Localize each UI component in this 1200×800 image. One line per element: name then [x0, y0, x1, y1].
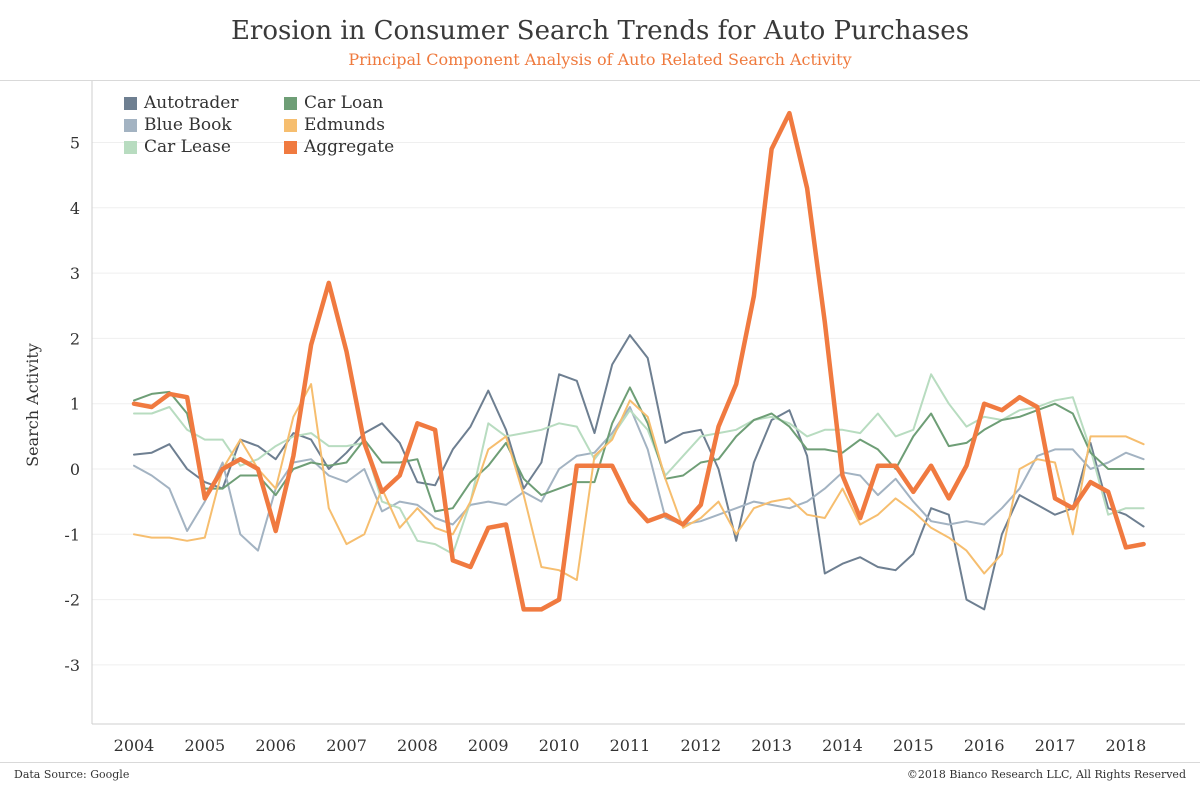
- x-tick-label: 2004: [114, 736, 155, 755]
- legend-item-aggregate: Aggregate: [284, 137, 394, 157]
- series-line-blue-book: [133, 406, 1145, 552]
- y-tick-label: -1: [64, 525, 80, 544]
- series-line-autotrader: [133, 334, 1145, 611]
- y-tick-label: 3: [70, 264, 80, 283]
- y-tick-label: 4: [70, 199, 80, 218]
- x-tick-label: 2012: [680, 736, 721, 755]
- series-line-aggregate: [131, 110, 1146, 612]
- y-tick-label: -3: [64, 656, 80, 675]
- x-tick-label: 2008: [397, 736, 438, 755]
- legend-item-edmunds: Edmunds: [284, 115, 385, 135]
- series-lines: [131, 110, 1146, 612]
- x-tick-label: 2010: [539, 736, 580, 755]
- chart-title: Erosion in Consumer Search Trends for Au…: [230, 16, 970, 46]
- y-tick-label: 2: [70, 329, 80, 348]
- legend-item-car-lease: Car Lease: [124, 137, 231, 157]
- legend-label-autotrader: Autotrader: [144, 93, 239, 113]
- legend-swatch-car-lease: [124, 140, 137, 154]
- x-tick-label: 2005: [184, 736, 225, 755]
- legend-label-edmunds: Edmunds: [304, 115, 385, 135]
- x-tick-label: 2014: [822, 736, 863, 755]
- legend-label-blue-book: Blue Book: [144, 115, 232, 135]
- legend-item-autotrader: Autotrader: [124, 93, 238, 113]
- y-tick-label: 1: [70, 395, 80, 414]
- axes: -3 -2 -1 0 1 2 3 4 5 2004 2005 2006 2007 2008 2009 2010…: [64, 81, 1185, 755]
- grid-lines: [92, 142, 1185, 666]
- data-source-note: Data Source: Google: [14, 768, 130, 781]
- x-tick-label: 2018: [1106, 736, 1147, 755]
- y-tick-label: 0: [70, 460, 80, 479]
- x-tick-label: 2007: [326, 736, 367, 755]
- y-axis-label: Search Activity: [23, 343, 42, 467]
- legend-item-car-loan: Car Loan: [284, 93, 383, 113]
- legend-swatch-autotrader: [124, 96, 137, 110]
- x-tick-label: 2017: [1035, 736, 1076, 755]
- y-tick-label: 5: [70, 134, 80, 153]
- x-tick-label: 2009: [468, 736, 509, 755]
- x-tick-label: 2013: [751, 736, 792, 755]
- legend-label-aggregate: Aggregate: [304, 137, 395, 157]
- footer-divider: [0, 762, 1200, 763]
- legend-swatch-edmunds: [284, 118, 297, 132]
- legend-label-car-lease: Car Lease: [144, 137, 231, 157]
- legend-swatch-blue-book: [124, 118, 137, 132]
- y-tick-label: -2: [64, 591, 80, 610]
- x-tick-label: 2006: [255, 736, 296, 755]
- x-tick-label: 2011: [610, 736, 651, 755]
- x-tick-label: 2015: [893, 736, 934, 755]
- series-line-car-lease: [133, 373, 1145, 555]
- header-divider: [0, 80, 1200, 81]
- x-tick-label: 2016: [964, 736, 1005, 755]
- legend-swatch-aggregate: [284, 140, 297, 154]
- copyright-note: ©2018 Bianco Research LLC, All Rights Re…: [906, 768, 1186, 781]
- legend-label-car-loan: Car Loan: [304, 93, 384, 113]
- legend-swatch-car-loan: [284, 96, 297, 110]
- chart-subtitle: Principal Component Analysis of Auto Rel…: [348, 50, 852, 69]
- legend-item-blue-book: Blue Book: [124, 115, 232, 135]
